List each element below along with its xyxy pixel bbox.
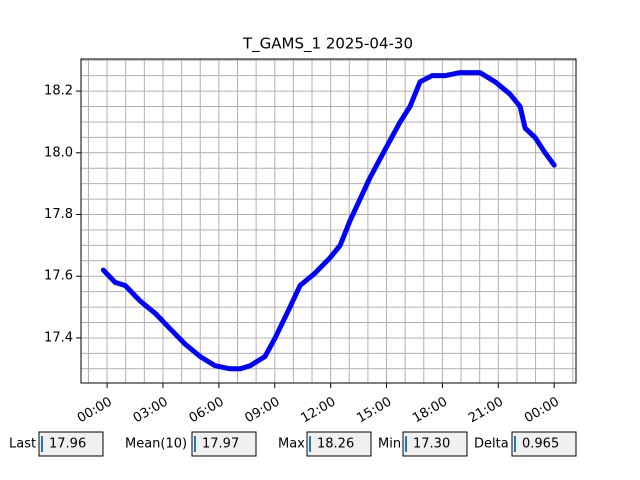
y-tick-label: 17.8 xyxy=(44,207,73,222)
field-value: 18.26 xyxy=(317,437,354,452)
plot-frame xyxy=(80,58,577,384)
field-label: Mean(10) xyxy=(125,437,187,452)
field-label: Last xyxy=(9,437,36,452)
text-box[interactable] xyxy=(511,431,577,457)
chart-title: T_GAMS_1 2025-04-30 xyxy=(242,35,413,54)
field-value: 17.97 xyxy=(202,437,239,452)
text-box[interactable] xyxy=(402,431,468,457)
y-tick-label: 18.0 xyxy=(44,145,73,160)
y-tick-label: 17.4 xyxy=(44,330,73,345)
field-value: 17.30 xyxy=(413,437,450,452)
y-tick-label: 17.6 xyxy=(44,269,73,284)
data-line xyxy=(100,70,557,372)
field-label: Min xyxy=(378,437,401,452)
text-box[interactable] xyxy=(38,431,104,457)
field-label: Max xyxy=(278,437,305,452)
field-value: 0.965 xyxy=(522,437,559,452)
field-label: Delta xyxy=(474,437,509,452)
text-box[interactable] xyxy=(191,431,257,457)
y-tick-label: 18.2 xyxy=(44,84,73,99)
text-box[interactable] xyxy=(306,431,372,457)
field-value: 17.96 xyxy=(49,437,86,452)
